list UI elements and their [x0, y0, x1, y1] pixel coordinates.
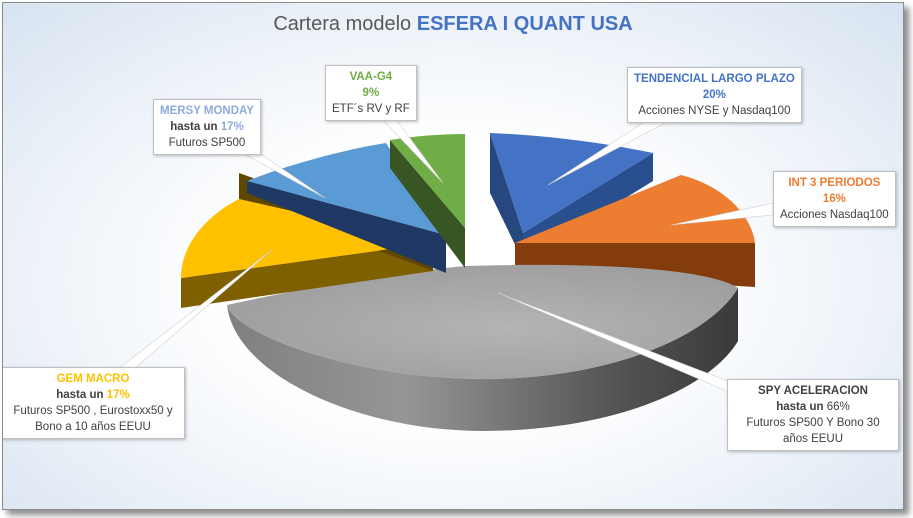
slice-vaa	[390, 134, 465, 268]
slice-spy-side	[227, 288, 738, 431]
callout-spy-desc: Futuros SP500 Y Bono 30 años EEUU	[746, 417, 880, 445]
chart-frame: Cartera modelo ESFERA I QUANT USA	[2, 2, 904, 510]
callout-int3-desc: Acciones Nasdaq100	[780, 209, 889, 221]
slice-gem-front	[181, 243, 433, 308]
callout-gem: GEM MACRO hasta un 17% Futuros SP500 , E…	[3, 367, 185, 439]
callout-mersy-desc: Futuros SP500	[168, 137, 246, 149]
callout-vaa-name: VAA-G4	[349, 71, 393, 83]
callout-tendencial-pctline: 20%	[634, 87, 795, 103]
callout-int3-pct: 16%	[822, 193, 846, 205]
callout-vaa: VAA-G4 9% ETF´s RV y RF	[325, 65, 417, 121]
slice-int3-top	[515, 175, 755, 243]
callout-gem-pctline: hasta un 17%	[8, 387, 178, 403]
callout-gem-pct: 17%	[106, 389, 130, 401]
slice-vaa-top	[390, 134, 465, 228]
callout-tendencial-pct: 20%	[702, 89, 726, 101]
callout-spy-pctline: hasta un 66%	[734, 399, 892, 415]
callout-spy-name: SPY ACELERACION	[758, 385, 868, 397]
callout-tendencial-desc: Acciones NYSE y Nasdaq100	[638, 105, 791, 117]
chart-title-highlight: ESFERA I QUANT USA	[416, 13, 633, 35]
callout-gem-name: GEM MACRO	[56, 373, 130, 385]
callout-vaa-desc: ETF´s RV y RF	[332, 103, 410, 115]
slice-spy	[227, 264, 738, 431]
callout-tendencial-name: TENDENCIAL LARGO PLAZO	[634, 73, 795, 85]
callout-mersy-name: MERSY MONDAY	[160, 105, 254, 117]
callout-gem-prefix: hasta un	[56, 389, 104, 401]
callout-vaa-pct: 9%	[362, 87, 380, 99]
callout-mersy-prefix: hasta un	[170, 121, 218, 133]
callout-spy-pct: 66%	[826, 401, 850, 413]
slice-vaa-side	[390, 140, 465, 268]
chart-title-prefix: Cartera modelo	[273, 13, 412, 35]
slice-spy-top	[227, 264, 738, 379]
callout-mersy-pct: 17%	[220, 121, 244, 133]
callout-mersy-pctline: hasta un 17%	[160, 119, 254, 135]
callout-vaa-pctline: 9%	[332, 85, 410, 101]
callout-mersy: MERSY MONDAY hasta un 17% Futuros SP500	[153, 99, 261, 155]
callout-int3-name: INT 3 PERIODOS	[788, 177, 881, 189]
callout-gem-desc: Futuros SP500 , Eurostoxx50 y Bono a 10 …	[13, 405, 173, 433]
slice-tendencial-side	[490, 133, 523, 261]
chart-title: Cartera modelo ESFERA I QUANT USA	[3, 13, 903, 36]
pie-chart	[112, 114, 774, 431]
callout-int3-pctline: 16%	[780, 191, 889, 207]
callout-spy: SPY ACELERACION hasta un 66% Futuros SP5…	[727, 379, 899, 451]
callout-spy-prefix: hasta un	[776, 401, 824, 413]
slice-gem-top	[181, 199, 433, 278]
slice-mersy-side	[247, 181, 446, 273]
callout-tendencial: TENDENCIAL LARGO PLAZO 20% Acciones NYSE…	[627, 67, 802, 123]
callout-int3: INT 3 PERIODOS 16% Acciones Nasdaq100	[773, 171, 896, 227]
slice-tendencial-top	[490, 133, 653, 233]
